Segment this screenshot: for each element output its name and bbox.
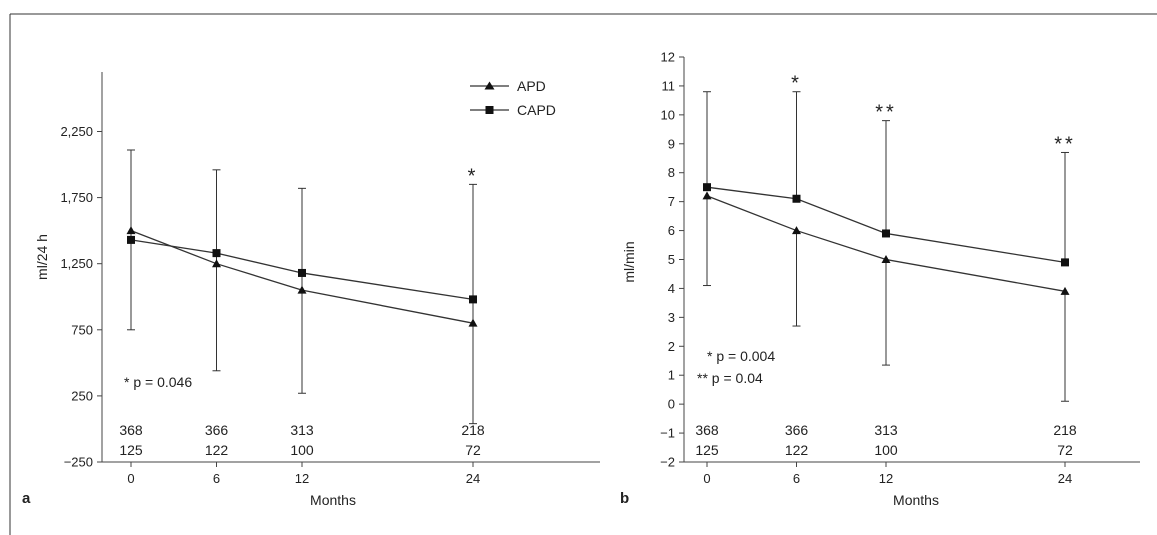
panel-a-x-tick-label: 12 xyxy=(295,471,309,486)
panel-a-line-capd xyxy=(130,239,474,301)
panel-b-x-tick-label: 6 xyxy=(793,471,800,486)
legend-apd-label: APD xyxy=(517,78,546,94)
panel-b-p-value-note-2: ** p = 0.04 xyxy=(697,370,763,386)
panel-b-count-label: 100 xyxy=(874,442,898,458)
panel-b-x-axis-label: Months xyxy=(893,492,939,508)
panel-a-count-label: 218 xyxy=(461,422,485,438)
panel-b-y-tick-label: 4 xyxy=(668,281,675,296)
panel-a-count-label: 313 xyxy=(290,422,314,438)
panel-b-significance: ***** xyxy=(791,73,1076,156)
panel-b-y-tick-label: −2 xyxy=(660,455,675,470)
panel-a-x-tick-label: 0 xyxy=(127,471,134,486)
panel-b-marker-apd xyxy=(702,191,712,200)
panel-a-marker-capd xyxy=(469,295,477,304)
panel-b-y-tick-label: 5 xyxy=(668,252,675,267)
panel-a-y-tick-label: 250 xyxy=(71,388,93,403)
panel-b-y-tick-label: 7 xyxy=(668,194,675,209)
panel-b-marker-capd xyxy=(703,183,711,192)
panel-a-x-tick-label: 24 xyxy=(466,471,480,486)
panel-b-y-tick-label: −1 xyxy=(660,426,675,441)
panel-b-marker-capd xyxy=(792,194,801,203)
panel-b-y-tick-label: 9 xyxy=(668,136,675,151)
panel-b-y-tick-label: 0 xyxy=(668,397,675,412)
panel-b-count-label: 368 xyxy=(695,422,719,438)
panel-a-marker-apd xyxy=(468,318,478,327)
panel-a-y-tick-label: 1,250 xyxy=(60,256,93,271)
panel-a-x-ticks: 0 6 12 24 xyxy=(127,462,480,486)
panel-b-y-tick-label: 2 xyxy=(668,339,675,354)
panel-b-y-tick-label: 10 xyxy=(661,107,675,122)
panel-a-y-tick-label: −250 xyxy=(64,455,93,470)
panel-a-series-lines xyxy=(130,230,474,324)
legend-apd-triangle-marker xyxy=(484,81,495,90)
panel-b-markers xyxy=(702,183,1070,295)
panel-a-significance: * xyxy=(468,165,479,187)
panel-a-y-tick-label: 2,250 xyxy=(60,124,93,139)
panel-b-y-tick-label: 11 xyxy=(662,78,676,93)
panel-b-letter: b xyxy=(620,490,629,507)
panel-b-significance-star: ** xyxy=(1054,133,1076,155)
panel-b-y-tick-label: 3 xyxy=(668,310,675,325)
panel-b-count-label: 125 xyxy=(695,442,719,458)
panel-b-count-label: 313 xyxy=(874,422,898,438)
panel-a-x-axis-label: Months xyxy=(310,492,356,508)
panel-b-marker-apd xyxy=(792,226,801,235)
panel-b-y-axis-label: ml/min xyxy=(621,241,637,282)
panel-b-line-apd xyxy=(706,195,1066,292)
panel-b-marker-apd xyxy=(881,255,891,263)
panel-a-y-tick-label: 750 xyxy=(71,322,93,337)
panel-a-x-tick-label: 6 xyxy=(213,471,220,486)
panel-b-error-bars xyxy=(703,91,1069,402)
panel-b-series-lines xyxy=(706,186,1066,292)
panel-a-line-apd xyxy=(130,230,474,324)
panel-b-x-tick-label: 12 xyxy=(879,471,893,486)
panel-a-y-ticks: −250 250 750 1,250 1,750 2,250 xyxy=(60,124,102,470)
panel-a-marker-apd xyxy=(212,259,221,268)
panel-a-marker-capd xyxy=(298,268,306,277)
panel-b-x-tick-label: 24 xyxy=(1058,471,1072,486)
panel-a-significance-star: * xyxy=(468,165,479,187)
panel-b-count-label: 122 xyxy=(785,442,809,458)
panel-b-y-tick-label: 8 xyxy=(668,165,675,180)
panel-b-marker-apd xyxy=(1060,286,1070,295)
panel-a-count-label: 366 xyxy=(205,422,229,438)
panel-a-marker-capd xyxy=(212,249,221,258)
panel-a-count-label: 368 xyxy=(119,422,143,438)
panel-a-counts: 368 366 313 218 125 122 100 72 xyxy=(119,422,485,458)
panel-a-count-label: 72 xyxy=(465,442,481,458)
panel-a-count-label: 100 xyxy=(290,442,314,458)
panel-b-count-label: 366 xyxy=(785,422,809,438)
panel-b-x-tick-label: 0 xyxy=(703,471,710,486)
panel-a-marker-apd xyxy=(297,285,307,294)
panel-a-letter: a xyxy=(22,490,31,507)
panel-a-marker-apd xyxy=(126,226,136,235)
panel-b-significance-star: * xyxy=(791,73,802,95)
panel-b-significance-star: ** xyxy=(875,102,897,124)
panel-b-count-label: 72 xyxy=(1057,442,1073,458)
panel-b-x-ticks: 0 6 12 24 xyxy=(703,462,1072,486)
panel-a-count-label: 125 xyxy=(119,442,143,458)
legend-capd-label: CAPD xyxy=(517,102,556,118)
panel-b-count-label: 218 xyxy=(1053,422,1077,438)
panel-b-p-value-note-1: * p = 0.004 xyxy=(707,348,775,364)
panel-a: −250 250 750 1,250 1,750 2,250 0 6 12 24 ml/24 h… xyxy=(22,72,600,508)
panel-a-p-value-note: * p = 0.046 xyxy=(124,374,192,390)
panel-a-markers xyxy=(126,226,478,327)
panel-a-y-axis-label: ml/24 h xyxy=(34,234,50,280)
panel-b-marker-capd xyxy=(1061,258,1069,267)
panel-b-line-capd xyxy=(706,186,1066,264)
panel-a-count-label: 122 xyxy=(205,442,229,458)
panel-b-y-tick-label: 12 xyxy=(661,50,675,65)
panel-a-y-tick-label: 1,750 xyxy=(60,190,93,205)
panel-b-y-tick-label: 1 xyxy=(668,368,675,383)
panel-b-counts: 368 366 313 218 125 122 100 72 xyxy=(695,422,1077,458)
legend: APD CAPD xyxy=(470,78,556,118)
legend-capd-square-marker xyxy=(485,106,494,114)
panel-b-y-tick-label: 6 xyxy=(668,223,675,238)
panel-a-marker-capd xyxy=(127,235,135,244)
panel-b-marker-capd xyxy=(882,229,890,238)
